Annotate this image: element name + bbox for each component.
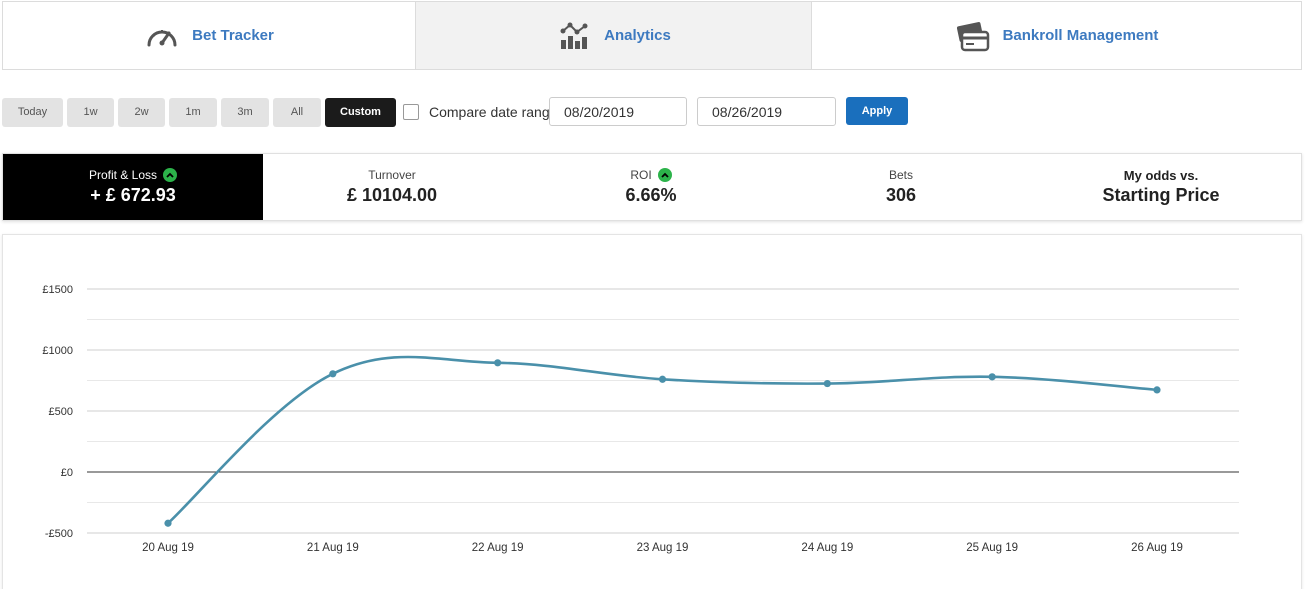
tab-bet-tracker-label: Bet Tracker [192,27,274,44]
period-button-custom[interactable]: Custom [325,97,396,127]
data-point [988,373,996,381]
main-tabs: Bet Tracker Analytics [2,1,1302,70]
speedometer-icon [144,20,180,52]
tab-bet-tracker[interactable]: Bet Tracker [3,2,415,69]
profit-loss-label: Profit & Loss [88,168,158,182]
stat-bets[interactable]: Bets 306 [781,154,1021,220]
start-date-input[interactable] [549,97,687,126]
y-tick-label: £1000 [42,345,73,357]
period-button-today[interactable]: Today [2,97,63,127]
odds-subtitle: Starting Price [1102,185,1220,205]
stats-bar: Profit & Loss + £ 672.93 Turnover £ 1010… [2,153,1302,221]
roi-value: 6.66% [625,185,677,205]
end-date-input[interactable] [697,97,836,126]
tab-bankroll-label: Bankroll Management [1002,27,1159,44]
y-tick-label: £1500 [42,284,73,296]
profit-chart-panel: -£500 £0 £500 £1000 £1500 20 Aug 19 21 Aug 19 2… [2,234,1302,589]
stat-profit-loss[interactable]: Profit & Loss + £ 672.93 [3,154,263,220]
wallet-cards-icon [955,20,991,52]
odds-label: My odds vs. [1123,168,1199,183]
data-point [164,519,172,527]
bets-label: Bets [888,168,913,182]
x-tick-label: 23 Aug 19 [637,542,689,554]
stat-turnover[interactable]: Turnover £ 10104.00 [263,154,521,220]
period-button-1w[interactable]: 1w [67,97,114,127]
compare-checkbox[interactable] [403,104,419,120]
data-point [329,370,337,378]
data-point [658,375,667,383]
profit-loss-value: + £ 672.93 [90,185,176,205]
x-tick-label: 20 Aug 19 [142,542,194,554]
period-button-3m[interactable]: 3m [221,97,269,127]
stat-odds-vs-sp[interactable]: My odds vs. Starting Price [1021,154,1301,220]
analytics-icon [556,20,592,52]
data-point [494,359,502,367]
stat-roi[interactable]: ROI 6.66% [521,154,781,220]
bets-value: 306 [885,185,917,205]
roi-label: ROI [630,168,652,182]
tab-analytics-label: Analytics [604,27,671,44]
data-point [823,379,831,388]
y-tick-label: -£500 [45,528,73,540]
compare-label: Compare date range [429,104,558,120]
apply-button[interactable]: Apply [846,97,908,125]
x-tick-label: 26 Aug 19 [1131,542,1183,554]
period-button-1m[interactable]: 1m [169,97,217,127]
x-tick-label: 21 Aug 19 [307,542,359,554]
x-tick-label: 24 Aug 19 [801,542,853,554]
period-button-all[interactable]: All [273,97,321,127]
profit-line-chart: -£500 £0 £500 £1000 £1500 20 Aug 19 21 Aug 19 2… [42,284,1239,554]
trend-up-icon [163,168,178,182]
turnover-value: £ 10104.00 [346,185,438,205]
turnover-label: Turnover [368,168,416,182]
period-selector: Today 1w 2w 1m 3m All Custom Compare dat… [2,97,1302,127]
tab-analytics[interactable]: Analytics [415,2,811,69]
x-tick-label: 22 Aug 19 [472,542,524,554]
data-point [1153,386,1161,394]
y-tick-label: £500 [49,406,73,418]
tab-bankroll-management[interactable]: Bankroll Management [811,2,1301,69]
period-button-2w[interactable]: 2w [118,97,165,127]
x-tick-label: 25 Aug 19 [966,542,1018,554]
trend-up-icon [657,168,672,182]
y-tick-label: £0 [61,467,73,479]
